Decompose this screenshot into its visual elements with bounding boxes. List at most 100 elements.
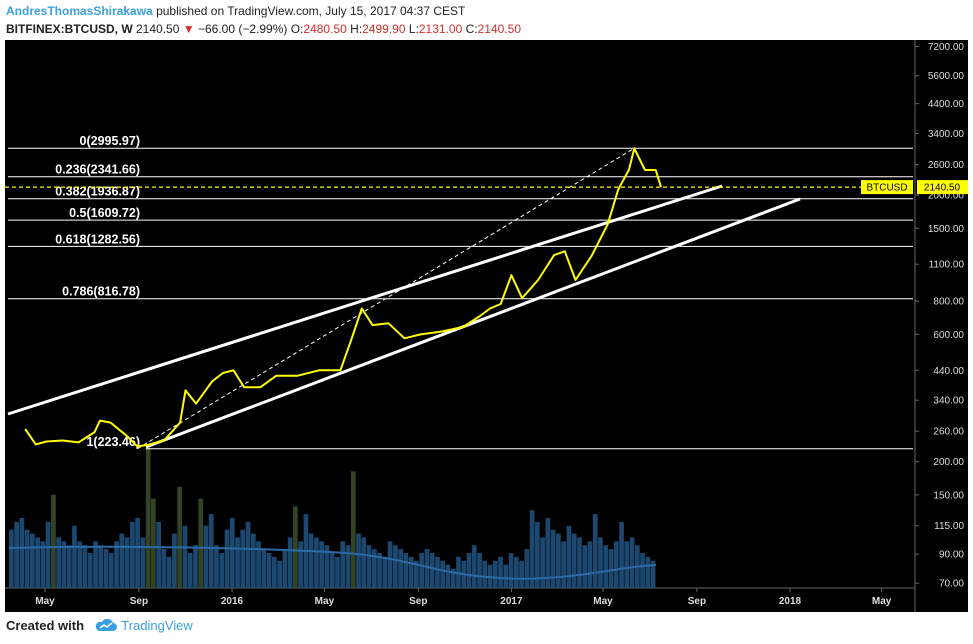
- volume-bar: [598, 537, 603, 588]
- volume-bar: [361, 537, 367, 588]
- channel-lower-line[interactable]: [145, 197, 801, 449]
- price-tag: [917, 180, 968, 195]
- volume-bar: [40, 541, 46, 588]
- fib-level-label: 0.382(1936.87): [55, 185, 140, 199]
- time-tick-label: May: [872, 596, 892, 607]
- volume-bar: [508, 553, 514, 588]
- volume-bar: [398, 549, 403, 588]
- time-tick-label: Sep: [130, 596, 148, 607]
- volume-bar: [514, 556, 519, 588]
- volume-bar: [450, 568, 456, 588]
- footer: Created with TradingView: [6, 618, 193, 633]
- price-tick-label: 2600.00: [928, 160, 965, 171]
- volume-bar: [208, 514, 214, 588]
- volume-bar: [151, 498, 156, 588]
- volume-bar: [403, 553, 409, 588]
- channel-upper-line[interactable]: [7, 184, 723, 416]
- fib-trend-line[interactable]: [137, 147, 635, 450]
- tradingview-brand-link[interactable]: TradingView: [121, 618, 193, 633]
- volume-bar: [293, 506, 298, 588]
- volume-bar: [235, 537, 240, 588]
- created-with-label: Created with: [6, 618, 85, 633]
- time-axis[interactable]: [5, 588, 915, 612]
- volume-bar: [72, 525, 77, 588]
- volume-bar: [561, 541, 566, 588]
- chart-plot-area[interactable]: [5, 40, 915, 612]
- volume-bar: [9, 529, 14, 588]
- volume-bar: [492, 560, 498, 588]
- volume-bar: [177, 486, 182, 588]
- volume-bar: [582, 545, 588, 588]
- down-triangle-icon: ▼: [182, 22, 195, 36]
- volume-bar: [350, 471, 356, 588]
- volume-bar: [140, 537, 146, 588]
- open-value: 2480.50: [303, 22, 347, 36]
- price-tick-label: 115.00: [934, 521, 964, 532]
- volume-bar: [498, 556, 503, 588]
- volume-bar: [482, 560, 488, 588]
- volume-bar: [372, 549, 377, 588]
- volume-bar: [45, 521, 51, 588]
- price-axis[interactable]: [915, 40, 968, 612]
- volume-bar: [56, 537, 61, 588]
- volume-bar: [282, 549, 288, 588]
- price-tag-label: 2140.50: [924, 183, 961, 194]
- volume-bar: [135, 518, 140, 588]
- volume-bar: [193, 545, 198, 588]
- volume-bar: [77, 541, 83, 588]
- volume-bar: [256, 541, 261, 588]
- volume-bar: [477, 553, 482, 588]
- volume-bar: [556, 533, 561, 588]
- volume-bar: [640, 553, 645, 588]
- price-line[interactable]: [24, 147, 662, 448]
- price-change: −66.00 (−2.99%): [197, 22, 288, 36]
- price-tick-label: 800.00: [933, 297, 964, 308]
- symbol-label[interactable]: BITFINEX:BTCUSD, W: [6, 22, 133, 36]
- author-link[interactable]: AndresThomasShirakawa: [6, 4, 153, 18]
- volume-bar: [424, 549, 430, 588]
- volume-bar: [445, 564, 451, 588]
- publish-info: AndresThomasShirakawa published on Tradi…: [6, 4, 465, 18]
- volume-ma-line: [8, 545, 657, 580]
- price-tick-label: 600.00: [933, 330, 964, 341]
- tradingview-cloud-icon[interactable]: [94, 618, 118, 632]
- volume-bar: [540, 537, 545, 588]
- volume-bar: [82, 545, 88, 588]
- volume-bar: [545, 518, 551, 588]
- fib-level-label: 0.5(1609.72): [69, 206, 140, 220]
- price-series: [24, 147, 662, 448]
- volume-bar: [429, 553, 435, 588]
- fib-level-label: 0(2995.97): [80, 134, 140, 148]
- time-tick-label: Sep: [688, 596, 706, 607]
- volume-bar: [577, 537, 582, 588]
- time-tick-label: 2018: [779, 596, 802, 607]
- volume-bar: [182, 525, 188, 588]
- volume-bar: [629, 537, 635, 588]
- volume-bar: [219, 553, 225, 588]
- volume-bar: [119, 533, 125, 588]
- volume-bar: [277, 560, 282, 588]
- last-price: 2140.50: [136, 22, 180, 36]
- volume-bar: [61, 541, 67, 588]
- high-label: H:: [350, 22, 363, 36]
- volume-bar: [156, 521, 161, 588]
- volume-bar: [608, 549, 614, 588]
- volume-bar: [435, 556, 440, 588]
- volume-bar: [645, 556, 651, 588]
- time-tick-label: May: [593, 596, 613, 607]
- volume-bar: [345, 545, 351, 588]
- close-value: 2140.50: [477, 22, 521, 36]
- volume-bar: [613, 541, 619, 588]
- volume-bar: [30, 533, 35, 588]
- price-tick-label: 70.00: [939, 579, 964, 590]
- fibonacci-retracement[interactable]: 0(2995.97) 0.236(2341.66) 0.382(1936.87) 0.…: [8, 134, 913, 450]
- volume-bar: [529, 510, 535, 588]
- volume-bar: [145, 448, 151, 588]
- price-tick-label: 4400.00: [928, 99, 965, 110]
- time-tick-label: May: [315, 596, 335, 607]
- volume-bar: [214, 545, 219, 588]
- volume-bar: [329, 553, 335, 588]
- fib-level-label: 0.236(2341.66): [55, 163, 140, 177]
- trend-channel[interactable]: [7, 184, 801, 449]
